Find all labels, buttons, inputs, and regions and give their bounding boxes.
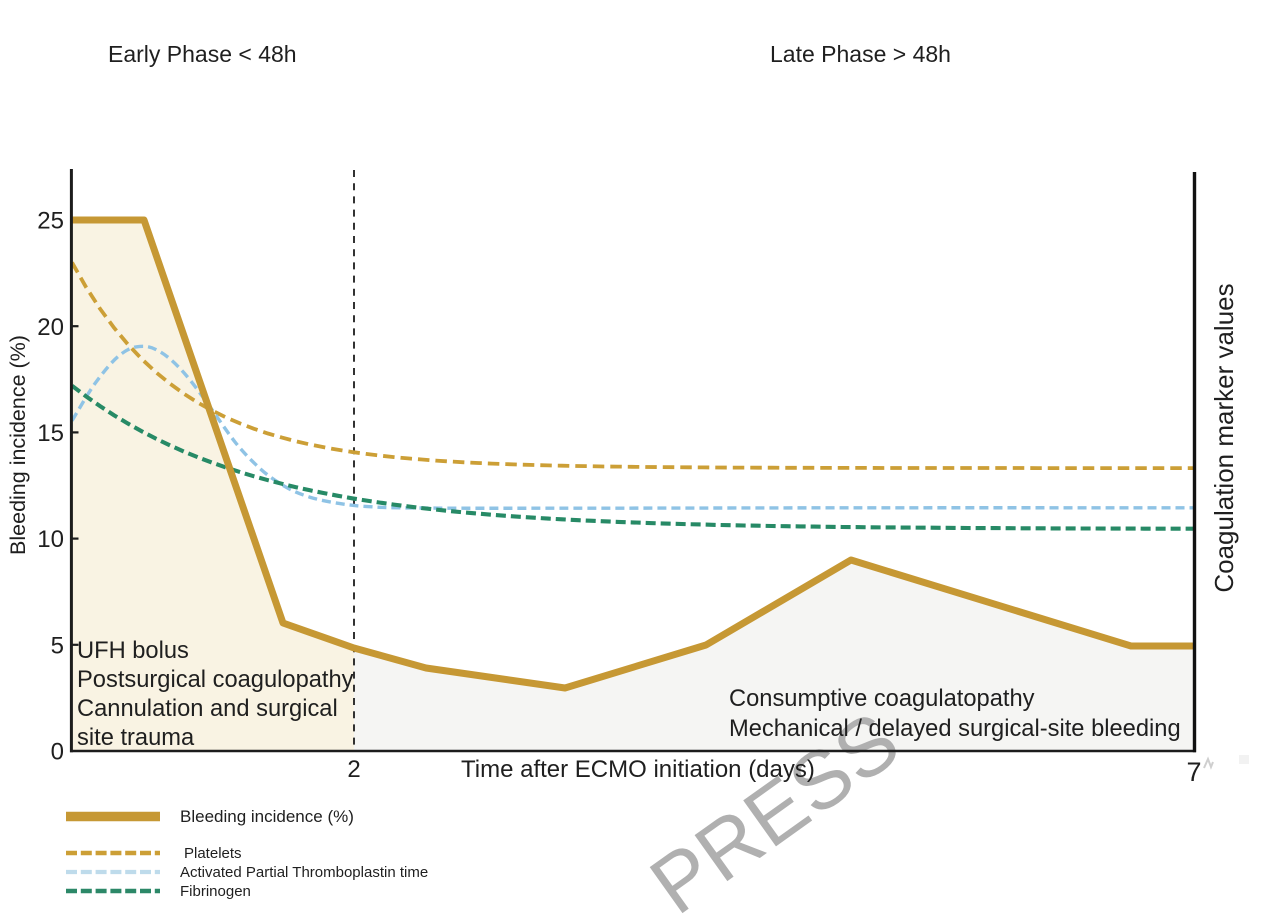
svg-text:7: 7	[1186, 757, 1201, 787]
svg-text:Fibrinogen: Fibrinogen	[180, 883, 251, 900]
svg-text:site trauma: site trauma	[77, 725, 195, 751]
svg-text:15: 15	[37, 420, 64, 447]
svg-text:Late Phase > 48h: Late Phase > 48h	[770, 41, 951, 67]
svg-text:Consumptive coagulatopathy: Consumptive coagulatopathy	[729, 686, 1035, 712]
svg-text:Mechanical / delayed surgical-: Mechanical / delayed surgical-site bleed…	[729, 716, 1181, 742]
svg-text:10: 10	[37, 526, 64, 553]
svg-text:2: 2	[347, 756, 360, 783]
svg-text:25: 25	[37, 208, 64, 235]
svg-text:Postsurgical coagulopathy: Postsurgical coagulopathy	[77, 667, 354, 693]
svg-text:Bleeding incidence (%): Bleeding incidence (%)	[180, 807, 354, 826]
svg-text:5: 5	[51, 632, 64, 659]
svg-text:Platelets: Platelets	[184, 845, 242, 862]
svg-text:20: 20	[37, 314, 64, 341]
svg-text:Time after ECMO initiation (da: Time after ECMO initiation (days)	[461, 756, 815, 783]
svg-text:Bleeding incidence (%): Bleeding incidence (%)	[6, 335, 30, 555]
svg-text:Activated Partial Thromboplast: Activated Partial Thromboplastin time	[180, 864, 428, 881]
svg-text:UFH bolus: UFH bolus	[77, 638, 189, 664]
svg-text:Cannulation and surgical: Cannulation and surgical	[77, 696, 338, 722]
svg-text:Early Phase < 48h: Early Phase < 48h	[108, 41, 297, 67]
svg-text:Coagulation marker values: Coagulation marker values	[1209, 283, 1239, 592]
svg-text:0: 0	[51, 739, 64, 766]
